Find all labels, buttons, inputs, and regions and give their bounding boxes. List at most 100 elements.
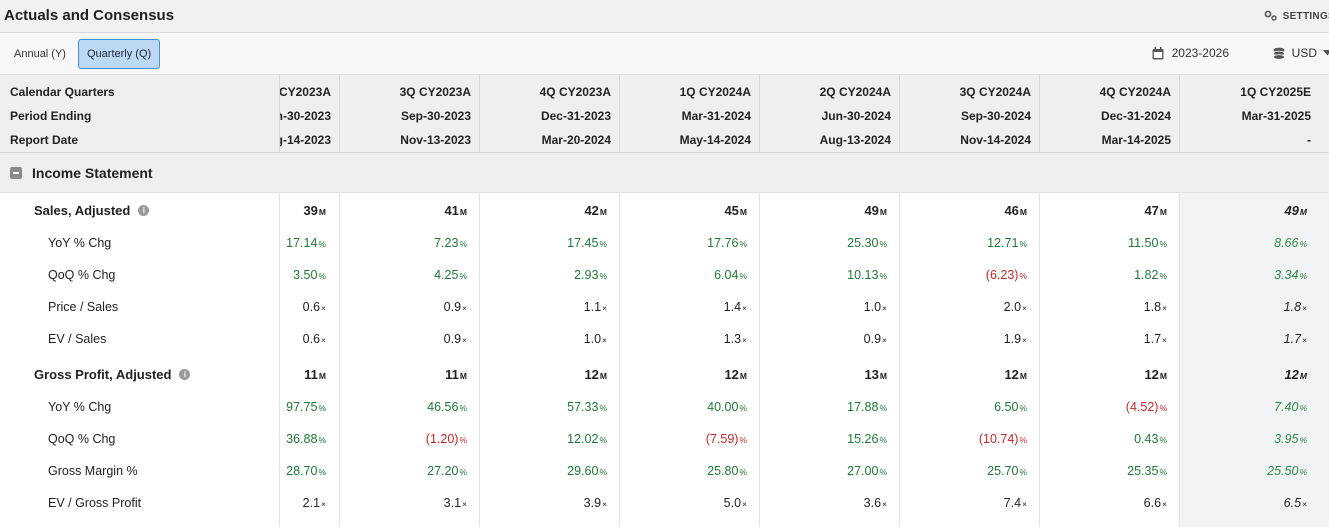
table-cell[interactable]: 15.26% bbox=[759, 432, 899, 446]
table-cell[interactable]: 5.0× bbox=[619, 496, 759, 510]
cell-unit: × bbox=[882, 335, 887, 345]
table-cell[interactable]: 6.6× bbox=[1039, 496, 1179, 510]
table-cell[interactable]: 2.93% bbox=[479, 268, 619, 282]
table-cell[interactable]: 28.70% bbox=[199, 464, 339, 478]
table-cell[interactable]: 12M bbox=[899, 367, 1039, 382]
table-cell[interactable]: 7.23% bbox=[339, 236, 479, 250]
table-cell[interactable]: 12.71% bbox=[899, 236, 1039, 250]
info-icon[interactable]: i bbox=[179, 369, 191, 380]
table-cell[interactable]: 1.1× bbox=[479, 300, 619, 314]
table-cell[interactable]: 6.04% bbox=[619, 268, 759, 282]
table-cell[interactable]: 27.00% bbox=[759, 464, 899, 478]
table-cell[interactable]: (10.74)% bbox=[899, 432, 1039, 446]
table-cell[interactable]: 6.5× bbox=[1179, 496, 1319, 510]
table-cell[interactable]: 6.50% bbox=[899, 400, 1039, 414]
table-cell[interactable]: 11M bbox=[339, 367, 479, 382]
table-cell[interactable]: (6.23)% bbox=[899, 268, 1039, 282]
table-cell[interactable]: 1.8× bbox=[1039, 300, 1179, 314]
table-cell[interactable]: 36.88% bbox=[199, 432, 339, 446]
table-cell[interactable]: 42M bbox=[479, 203, 619, 218]
table-cell[interactable]: (7.59)% bbox=[619, 432, 759, 446]
table-cell[interactable]: 25.30% bbox=[759, 236, 899, 250]
date-range-selector[interactable]: 2023-2026 bbox=[1152, 46, 1229, 60]
cell-unit: × bbox=[321, 303, 326, 313]
table-cell[interactable]: 1.0× bbox=[759, 300, 899, 314]
table-cell[interactable]: 47M bbox=[1039, 203, 1179, 218]
row-label: QoQ % Chg bbox=[48, 268, 115, 282]
table-cell[interactable]: 17.45% bbox=[479, 236, 619, 250]
cell-value: 1.9 bbox=[1003, 332, 1022, 346]
table-cell[interactable]: 1.8× bbox=[1179, 300, 1319, 314]
column-period-end: Mar-31-2025 bbox=[1241, 109, 1311, 123]
table-cell[interactable]: (4.52)% bbox=[1039, 400, 1179, 414]
table-cell[interactable]: 3.1× bbox=[339, 496, 479, 510]
table-cell[interactable]: 25.70% bbox=[899, 464, 1039, 478]
table-cell[interactable]: 1.7× bbox=[1179, 332, 1319, 346]
table-cell[interactable]: 12M bbox=[479, 367, 619, 382]
table-cell[interactable]: 29.60% bbox=[479, 464, 619, 478]
table-cell[interactable]: 10.13% bbox=[759, 268, 899, 282]
collapse-icon[interactable] bbox=[10, 167, 22, 179]
table-cell[interactable]: 3.50% bbox=[199, 268, 339, 282]
tab-annual[interactable]: Annual (Y) bbox=[14, 48, 66, 60]
cell-value: 27.00 bbox=[847, 464, 879, 478]
table-cell[interactable]: 2.1× bbox=[199, 496, 339, 510]
table-cell[interactable]: 49M bbox=[1179, 203, 1319, 218]
cell-value: 1.1 bbox=[583, 300, 602, 314]
table-cell[interactable]: 11M bbox=[199, 367, 339, 382]
table-cell[interactable]: 1.4× bbox=[619, 300, 759, 314]
table-cell[interactable]: 39M bbox=[199, 203, 339, 218]
table-cell[interactable]: 0.9× bbox=[339, 300, 479, 314]
currency-selector[interactable]: USD bbox=[1272, 46, 1329, 60]
tab-quarterly[interactable]: Quarterly (Q) bbox=[78, 39, 161, 69]
table-cell[interactable]: 57.33% bbox=[479, 400, 619, 414]
table-cell[interactable]: 17.14% bbox=[199, 236, 339, 250]
table-cell[interactable]: 3.9× bbox=[479, 496, 619, 510]
table-cell[interactable]: 0.9× bbox=[759, 332, 899, 346]
column-quarter: 2Q CY2024A bbox=[819, 85, 891, 99]
table-cell[interactable]: 3.34% bbox=[1179, 268, 1319, 282]
settings-button[interactable]: SETTINGS bbox=[1264, 10, 1329, 22]
table-cell[interactable]: 0.6× bbox=[199, 332, 339, 346]
table-cell[interactable]: 25.80% bbox=[619, 464, 759, 478]
table-cell[interactable]: 97.75% bbox=[199, 400, 339, 414]
table-cell[interactable]: 1.3× bbox=[619, 332, 759, 346]
table-cell[interactable]: 0.43% bbox=[1039, 432, 1179, 446]
table-cell[interactable]: 1.0× bbox=[479, 332, 619, 346]
table-cell[interactable]: 25.50% bbox=[1179, 464, 1319, 478]
table-cell[interactable]: 46.56% bbox=[339, 400, 479, 414]
table-cell[interactable]: 17.76% bbox=[619, 236, 759, 250]
table-cell[interactable]: 25.35% bbox=[1039, 464, 1179, 478]
table-cell[interactable]: 11.50% bbox=[1039, 236, 1179, 250]
table-cell[interactable]: 40.00% bbox=[619, 400, 759, 414]
section-income-statement[interactable]: Income Statement bbox=[0, 153, 1329, 193]
table-cell[interactable]: 12M bbox=[619, 367, 759, 382]
table-cell[interactable]: 41M bbox=[339, 203, 479, 218]
table-cell[interactable]: 27.20% bbox=[339, 464, 479, 478]
table-cell[interactable]: 8.66% bbox=[1179, 236, 1319, 250]
table-cell[interactable]: 3.95% bbox=[1179, 432, 1319, 446]
table-cell[interactable]: 46M bbox=[899, 203, 1039, 218]
table-cell[interactable]: 7.40% bbox=[1179, 400, 1319, 414]
table-cell[interactable]: (1.20)% bbox=[339, 432, 479, 446]
table-cell[interactable]: 4.25% bbox=[339, 268, 479, 282]
row-label-text: QoQ % Chg bbox=[48, 268, 116, 282]
table-cell[interactable]: 45M bbox=[619, 203, 759, 218]
table-cell[interactable]: 12M bbox=[1179, 367, 1319, 382]
cell-unit: × bbox=[1022, 499, 1027, 509]
cell-value: 1.82 bbox=[1134, 268, 1159, 282]
info-icon[interactable]: i bbox=[138, 205, 150, 216]
table-cell[interactable]: 1.82% bbox=[1039, 268, 1179, 282]
table-cell[interactable]: 49M bbox=[759, 203, 899, 218]
table-cell[interactable]: 12M bbox=[1039, 367, 1179, 382]
table-cell[interactable]: 1.9× bbox=[899, 332, 1039, 346]
table-cell[interactable]: 12.02% bbox=[479, 432, 619, 446]
table-cell[interactable]: 0.9× bbox=[339, 332, 479, 346]
table-cell[interactable]: 13M bbox=[759, 367, 899, 382]
table-cell[interactable]: 3.6× bbox=[759, 496, 899, 510]
table-cell[interactable]: 1.7× bbox=[1039, 332, 1179, 346]
table-cell[interactable]: 17.88% bbox=[759, 400, 899, 414]
table-cell[interactable]: 0.6× bbox=[199, 300, 339, 314]
table-cell[interactable]: 2.0× bbox=[899, 300, 1039, 314]
table-cell[interactable]: 7.4× bbox=[899, 496, 1039, 510]
